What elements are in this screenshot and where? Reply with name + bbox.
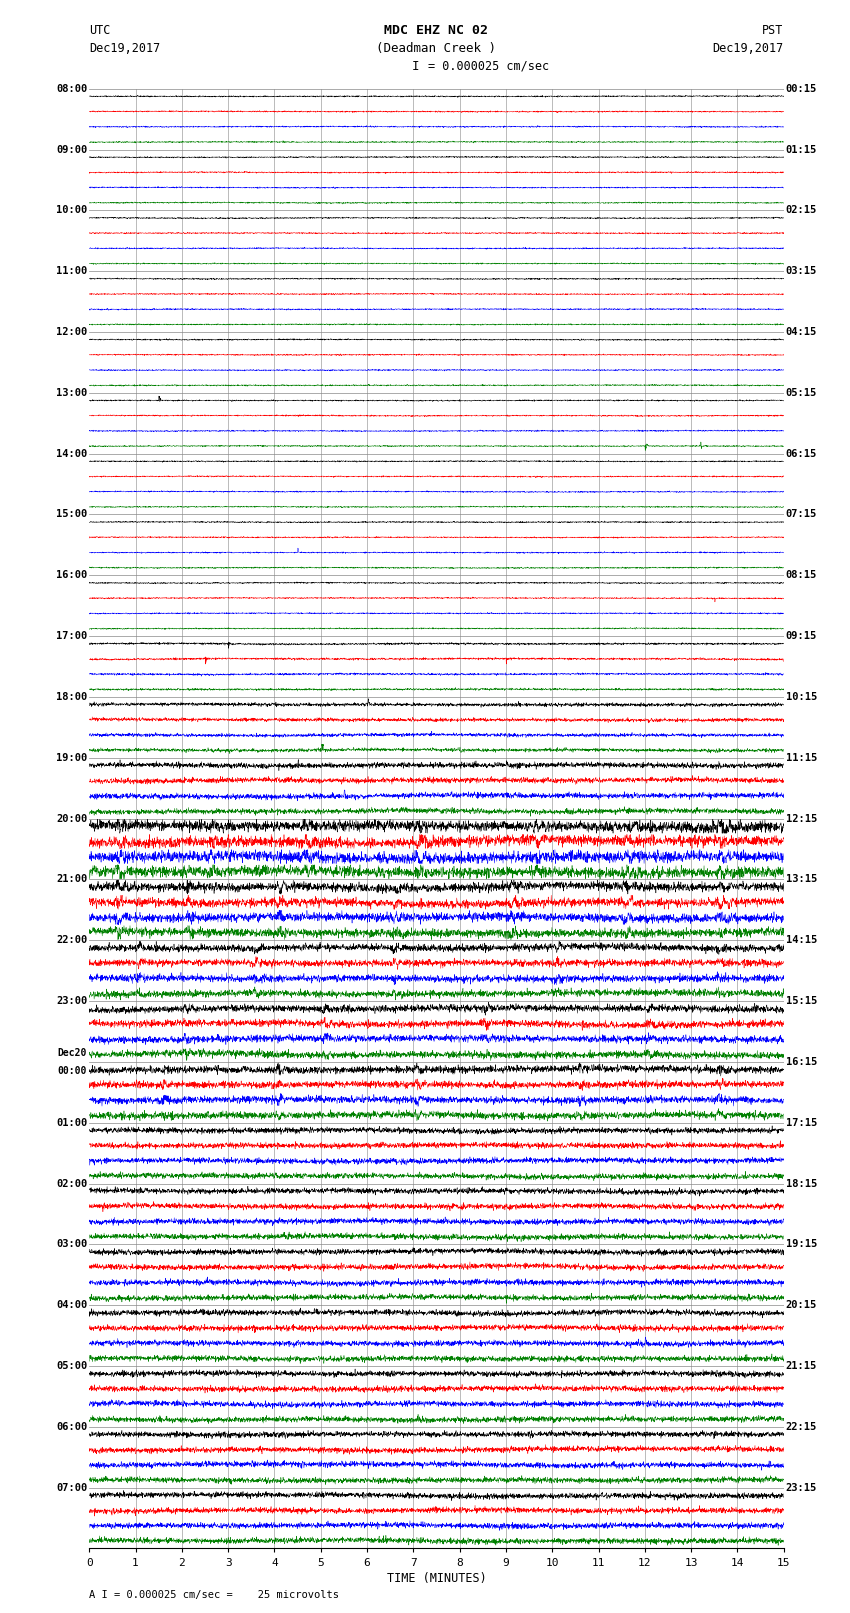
Text: 13:15: 13:15	[785, 874, 817, 884]
Text: 09:15: 09:15	[785, 631, 817, 640]
Text: 19:00: 19:00	[56, 753, 88, 763]
Text: 21:15: 21:15	[785, 1361, 817, 1371]
Text: 07:00: 07:00	[56, 1482, 88, 1492]
Text: 11:15: 11:15	[785, 753, 817, 763]
Text: A I = 0.000025 cm/sec =    25 microvolts: A I = 0.000025 cm/sec = 25 microvolts	[89, 1590, 339, 1600]
Text: 06:00: 06:00	[56, 1421, 88, 1432]
Text: I: I	[411, 60, 419, 73]
Text: 18:00: 18:00	[56, 692, 88, 702]
Text: 04:15: 04:15	[785, 327, 817, 337]
Text: 23:15: 23:15	[785, 1482, 817, 1492]
Text: 14:15: 14:15	[785, 936, 817, 945]
Text: 12:15: 12:15	[785, 813, 817, 824]
Text: (Deadman Creek ): (Deadman Creek )	[377, 42, 496, 55]
Text: PST: PST	[762, 24, 784, 37]
Text: 15:00: 15:00	[56, 510, 88, 519]
Text: Dec19,2017: Dec19,2017	[712, 42, 784, 55]
Text: 01:15: 01:15	[785, 145, 817, 155]
Text: 22:15: 22:15	[785, 1421, 817, 1432]
Text: 17:15: 17:15	[785, 1118, 817, 1127]
Text: 15:15: 15:15	[785, 997, 817, 1007]
Text: 03:15: 03:15	[785, 266, 817, 276]
Text: = 0.000025 cm/sec: = 0.000025 cm/sec	[428, 60, 549, 73]
Text: 16:00: 16:00	[56, 571, 88, 581]
Text: 20:15: 20:15	[785, 1300, 817, 1310]
Text: 01:00: 01:00	[56, 1118, 88, 1127]
Text: 16:15: 16:15	[785, 1057, 817, 1066]
Text: 17:00: 17:00	[56, 631, 88, 640]
Text: UTC: UTC	[89, 24, 110, 37]
Text: 12:00: 12:00	[56, 327, 88, 337]
Text: 03:00: 03:00	[56, 1239, 88, 1250]
Text: 18:15: 18:15	[785, 1179, 817, 1189]
Text: 22:00: 22:00	[56, 936, 88, 945]
Text: 14:00: 14:00	[56, 448, 88, 458]
Text: 06:15: 06:15	[785, 448, 817, 458]
Text: Dec19,2017: Dec19,2017	[89, 42, 161, 55]
Text: 19:15: 19:15	[785, 1239, 817, 1250]
Text: 02:00: 02:00	[56, 1179, 88, 1189]
Text: MDC EHZ NC 02: MDC EHZ NC 02	[384, 24, 489, 37]
Text: 00:15: 00:15	[785, 84, 817, 94]
Text: Dec20: Dec20	[58, 1047, 88, 1058]
Text: 07:15: 07:15	[785, 510, 817, 519]
Text: 09:00: 09:00	[56, 145, 88, 155]
Text: 13:00: 13:00	[56, 387, 88, 398]
Text: 21:00: 21:00	[56, 874, 88, 884]
Text: 23:00: 23:00	[56, 997, 88, 1007]
Text: 04:00: 04:00	[56, 1300, 88, 1310]
Text: 05:00: 05:00	[56, 1361, 88, 1371]
Text: 20:00: 20:00	[56, 813, 88, 824]
Text: 00:00: 00:00	[58, 1066, 88, 1076]
X-axis label: TIME (MINUTES): TIME (MINUTES)	[387, 1571, 486, 1584]
Text: 10:00: 10:00	[56, 205, 88, 216]
Text: 11:00: 11:00	[56, 266, 88, 276]
Text: 02:15: 02:15	[785, 205, 817, 216]
Text: 08:00: 08:00	[56, 84, 88, 94]
Text: 05:15: 05:15	[785, 387, 817, 398]
Text: 08:15: 08:15	[785, 571, 817, 581]
Text: 10:15: 10:15	[785, 692, 817, 702]
